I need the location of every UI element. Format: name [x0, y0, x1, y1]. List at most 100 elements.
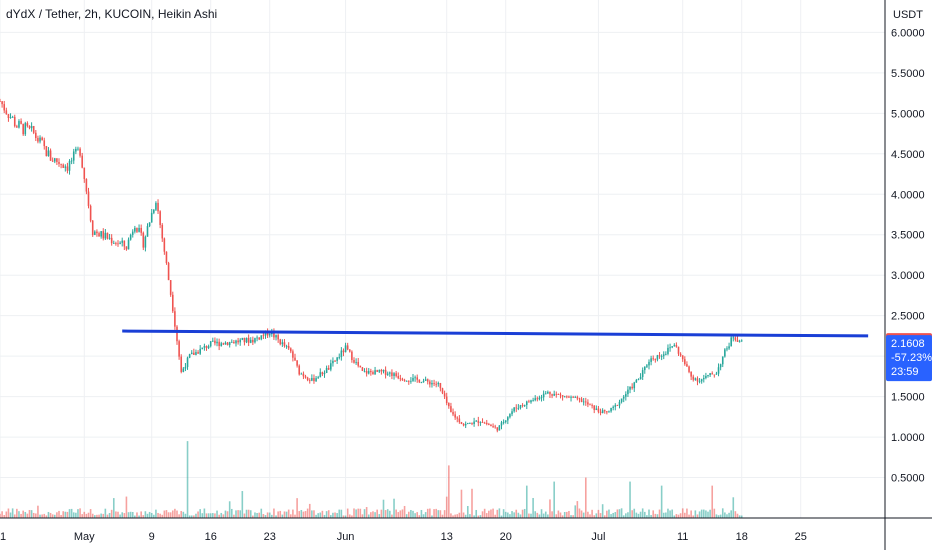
candle-body — [287, 345, 290, 349]
volume-bar — [502, 509, 505, 518]
candle-body — [397, 376, 400, 379]
volume-bar — [203, 508, 206, 518]
candle-body — [540, 397, 543, 399]
volume-bar — [386, 509, 389, 518]
volume-bar — [98, 514, 100, 518]
volume-bar — [81, 514, 83, 518]
y-tick-label: 1.5000 — [891, 392, 925, 404]
volume-bar — [378, 514, 381, 518]
candle-body — [365, 370, 368, 374]
candle-body — [195, 352, 197, 355]
volume-bar — [142, 515, 145, 518]
candle-body — [511, 411, 513, 415]
candle-body — [696, 378, 699, 382]
candle-body — [631, 386, 633, 389]
volume-bar — [353, 508, 355, 518]
volume-bar — [608, 509, 610, 518]
candle-body — [306, 377, 309, 381]
candle-body — [730, 337, 732, 347]
candle-body — [523, 405, 526, 406]
candle-body — [56, 158, 58, 162]
grid — [0, 0, 885, 518]
candle-body — [68, 160, 71, 171]
volume-bar — [443, 510, 446, 518]
volume-bar — [330, 515, 332, 518]
candle-body — [580, 398, 583, 402]
candle-body — [698, 381, 701, 383]
trendline[interactable] — [122, 329, 869, 338]
volume-bar — [454, 514, 456, 518]
volume-bar — [11, 508, 14, 518]
candle-body — [258, 337, 260, 340]
candle-body — [319, 372, 322, 378]
volume-bar — [517, 512, 520, 518]
candle-body — [407, 380, 410, 382]
candle-body — [629, 386, 631, 390]
candle-body — [98, 233, 100, 237]
volume-bar — [542, 513, 545, 518]
volume-bar — [131, 511, 134, 518]
candle-body — [256, 337, 258, 339]
volume-bar — [127, 512, 130, 518]
x-tick-label: 20 — [500, 531, 512, 543]
volume-bar — [342, 515, 345, 518]
volume-bar — [407, 511, 410, 518]
volume-bar — [724, 512, 726, 518]
candle-body — [622, 396, 625, 399]
volume-bar — [707, 511, 709, 518]
volume-bar — [3, 515, 6, 518]
candle-body — [736, 339, 739, 342]
candle-body — [673, 345, 676, 347]
volume-bar — [587, 511, 589, 518]
volume-bar — [315, 514, 317, 518]
candle-body — [188, 354, 191, 358]
volume-bar — [39, 514, 41, 518]
volume-bar — [367, 514, 370, 518]
candle-body — [110, 237, 113, 244]
volume-bar — [110, 509, 113, 518]
x-axis[interactable]: 21 May 9 16 23 Jun 13 20 Jul 11 18 25 — [0, 517, 932, 543]
x-tick-label: 11 — [677, 531, 688, 543]
volume-bar — [662, 512, 665, 518]
candle-body — [16, 126, 18, 128]
volume-bar — [464, 514, 467, 518]
candle-body — [140, 227, 142, 233]
volume-bar — [325, 511, 328, 518]
candle-body — [104, 232, 107, 239]
volume-bar — [205, 513, 208, 518]
volume-bar — [521, 509, 524, 518]
candle-body — [690, 371, 692, 377]
candle-body — [460, 422, 463, 424]
volume-bar — [155, 509, 157, 518]
volume-bar — [589, 514, 591, 518]
candle-body — [711, 373, 714, 375]
volume-bar — [622, 515, 625, 518]
volume-bar — [525, 485, 528, 518]
volume-bar — [370, 512, 372, 518]
candle-body — [435, 383, 437, 385]
y-tick-label: 5.0000 — [891, 108, 925, 120]
candle-body — [702, 378, 705, 380]
volume-bar — [136, 512, 138, 518]
volume-bar — [148, 511, 151, 518]
candle-body — [91, 220, 94, 235]
volume-bar — [397, 512, 400, 518]
candle-body — [597, 408, 600, 412]
candle-body — [384, 369, 387, 375]
candle-body — [228, 342, 231, 346]
candle-body — [201, 347, 204, 349]
candle-body — [591, 404, 593, 406]
candle-body — [332, 360, 334, 364]
volume-bar — [536, 512, 539, 518]
candle-body — [625, 394, 627, 397]
candle-body — [679, 353, 682, 356]
volume-bar — [56, 512, 58, 518]
volume-bar — [24, 511, 27, 518]
volume-bar — [738, 515, 741, 518]
volume-bar — [740, 515, 743, 518]
candle-body — [165, 251, 168, 263]
candle-body — [726, 348, 728, 350]
y-axis[interactable]: 6.0000 5.5000 5.0000 4.5000 4.0000 3.5000 3.00… — [884, 0, 925, 550]
y-tick-label: 3.0000 — [891, 270, 925, 282]
